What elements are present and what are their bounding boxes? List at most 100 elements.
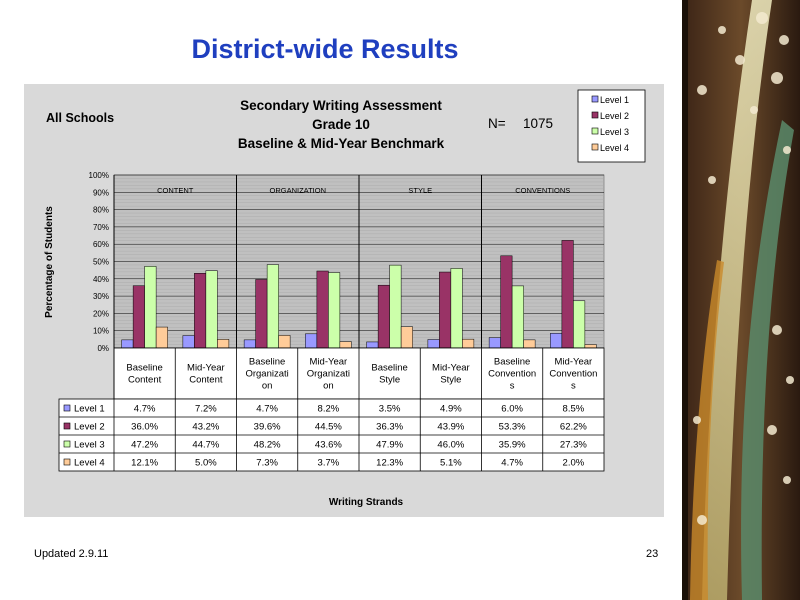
data-label-level2-cat6: 43.9%: [437, 422, 464, 433]
chart-title-line-0: Secondary Writing Assessment: [240, 98, 442, 113]
table-series-label-2: Level 2: [74, 422, 105, 433]
data-label-level1-cat4: 8.2%: [318, 404, 340, 415]
data-label-level3-cat5: 47.9%: [376, 440, 403, 451]
category-label: Style: [440, 375, 461, 386]
legend-swatch-1: [591, 95, 599, 103]
group-label: STYLE: [408, 186, 432, 195]
decorative-side-panel: [682, 0, 800, 600]
legend-swatch-3: [591, 127, 599, 135]
data-label-level2-cat5: 36.3%: [376, 422, 403, 433]
data-label-level4-cat4: 3.7%: [318, 458, 340, 469]
data-label-level1-cat2: 7.2%: [195, 404, 217, 415]
bar-level3-cat5: [389, 264, 402, 349]
bar-level1-cat8: [550, 333, 563, 349]
table-swatch-2: [63, 422, 71, 430]
group-label: ORGANIZATION: [269, 186, 326, 195]
category-label: Organizati: [307, 369, 350, 380]
y-tick-label: 80%: [93, 206, 109, 215]
data-label-level1-cat6: 4.9%: [440, 404, 462, 415]
data-label-level2-cat8: 62.2%: [560, 422, 587, 433]
x-axis-title: Writing Strands: [329, 497, 404, 508]
data-label-level4-cat1: 12.1%: [131, 458, 158, 469]
data-label-level2-cat1: 36.0%: [131, 422, 158, 433]
bar-level4-cat2: [217, 339, 230, 349]
data-label-level1-cat8: 8.5%: [563, 404, 585, 415]
data-label-level3-cat4: 43.6%: [315, 440, 342, 451]
group-label: CONTENT: [157, 186, 194, 195]
y-tick-label: 50%: [93, 258, 109, 267]
legend-swatch-4: [591, 143, 599, 151]
legend-label-4: Level 4: [600, 143, 629, 153]
y-axis-title: Percentage of Students: [44, 206, 55, 318]
table-series-label-1: Level 1: [74, 404, 105, 415]
data-label-level3-cat8: 27.3%: [560, 440, 587, 451]
scope-label: All Schools: [46, 111, 114, 125]
bar-level1-cat4: [305, 333, 318, 349]
y-tick-label: 0%: [97, 344, 109, 353]
data-label-level2-cat7: 53.3%: [499, 422, 526, 433]
bar-level2-cat4: [316, 270, 329, 349]
category-label: Baseline: [126, 363, 162, 374]
bar-level1-cat1: [121, 339, 134, 349]
y-tick-label: 60%: [93, 240, 109, 249]
bar-level2-cat2: [194, 273, 207, 349]
y-tick-label: 90%: [93, 188, 109, 197]
bar-level3-cat7: [511, 285, 524, 349]
category-label: Mid-Year: [187, 363, 225, 374]
bar-level1-cat7: [488, 337, 501, 349]
category-label: s: [571, 381, 576, 392]
bar-level3-cat4: [328, 272, 341, 349]
data-label-level1-cat3: 4.7%: [256, 404, 278, 415]
bar-level1-cat6: [427, 339, 440, 349]
data-label-level4-cat7: 4.7%: [501, 458, 523, 469]
legend-label-3: Level 3: [600, 127, 629, 137]
category-label: Content: [128, 375, 162, 386]
data-label-level3-cat1: 47.2%: [131, 440, 158, 451]
table-swatch-3: [63, 440, 71, 448]
bar-level1-cat2: [182, 335, 195, 349]
bar-level4-cat6: [462, 338, 475, 349]
bar-level3-cat2: [205, 270, 218, 349]
category-label: Content: [189, 375, 223, 386]
data-label-level4-cat3: 7.3%: [256, 458, 278, 469]
chart-title-line-1: Grade 10: [312, 117, 370, 132]
data-label-level2-cat3: 39.6%: [254, 422, 281, 433]
y-tick-label: 70%: [93, 223, 109, 232]
data-label-level3-cat6: 46.0%: [437, 440, 464, 451]
data-label-level1-cat5: 3.5%: [379, 404, 401, 415]
legend-swatch-2: [591, 111, 599, 119]
data-label-level3-cat2: 44.7%: [192, 440, 219, 451]
data-label-level4-cat8: 2.0%: [563, 458, 585, 469]
bar-level2-cat7: [500, 255, 513, 349]
bar-level3-cat8: [573, 300, 586, 349]
category-label: Baseline: [249, 357, 285, 368]
table-series-label-3: Level 3: [74, 440, 105, 451]
slide-title: District-wide Results: [191, 34, 459, 64]
bar-level1-cat3: [243, 339, 256, 349]
data-label-level1-cat1: 4.7%: [134, 404, 156, 415]
legend-label-1: Level 1: [600, 95, 629, 105]
y-tick-label: 20%: [93, 309, 109, 318]
bar-level4-cat5: [400, 326, 413, 349]
y-tick-label: 40%: [93, 275, 109, 284]
chart: Secondary Writing Assessment Grade 10 Base…: [44, 89, 646, 508]
bar-level4-cat1: [155, 326, 168, 349]
category-label: Baseline: [371, 363, 407, 374]
category-label: Convention: [549, 369, 597, 380]
bar-level3-cat1: [144, 266, 157, 349]
table-swatch-1: [63, 404, 71, 412]
legend-box: [577, 89, 646, 163]
updated-date: Updated 2.9.11: [34, 548, 109, 560]
bar-level1-cat5: [366, 341, 379, 349]
n-label: N=: [488, 116, 506, 131]
group-label: CONVENTIONS: [515, 186, 570, 195]
data-label-level2-cat4: 44.5%: [315, 422, 342, 433]
category-label: Mid-Year: [555, 357, 593, 368]
data-label-level4-cat5: 12.3%: [376, 458, 403, 469]
table-swatch-4: [63, 458, 71, 466]
y-tick-label: 100%: [89, 171, 109, 180]
bar-level2-cat8: [561, 240, 574, 349]
table-series-label-4: Level 4: [74, 458, 105, 469]
category-label: Convention: [488, 369, 536, 380]
bar-level4-cat8: [584, 344, 597, 349]
